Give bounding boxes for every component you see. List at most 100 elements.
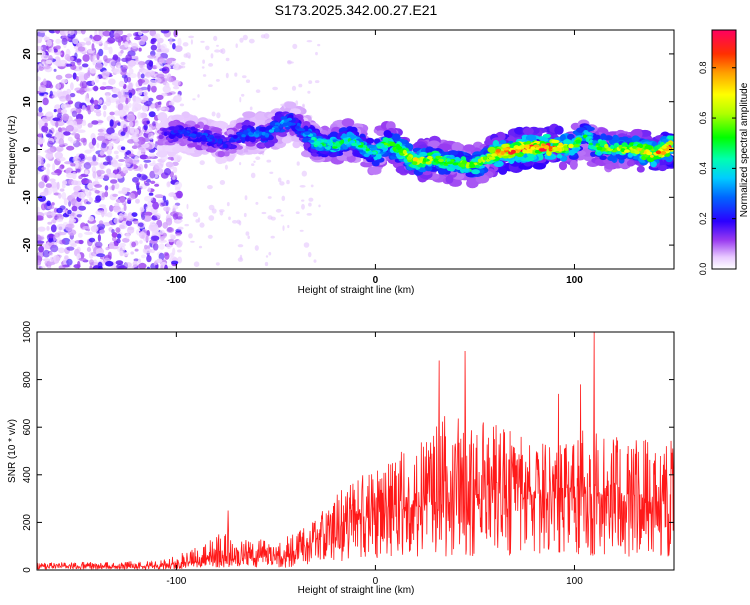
spectrogram-cell [143, 91, 148, 97]
spectrogram-cell [63, 197, 68, 206]
spectrogram-cell [166, 227, 175, 233]
spectrogram-cell [198, 245, 203, 249]
spectrogram-cell [37, 226, 46, 232]
spectrogram-cell [129, 73, 137, 79]
spectrogram-cell [104, 185, 109, 191]
spectrogram-cell [76, 137, 81, 142]
spectrogram-cell [37, 250, 45, 258]
spectrogram-cell [89, 68, 97, 74]
spectrogram-cell [154, 33, 161, 40]
spectrogram-cell [217, 140, 223, 144]
spectrogram-cell [118, 213, 124, 221]
spectrogram-cell [202, 124, 210, 131]
spectrogram-cell [42, 97, 49, 106]
y-tick-label: 400 [22, 466, 33, 483]
spectrogram-cell [67, 136, 73, 142]
spectrogram-cell [111, 232, 118, 238]
spectrogram-cell [425, 146, 434, 154]
spectrogram-cell [657, 164, 668, 172]
spectrogram-cell [91, 137, 97, 146]
spectrogram-cell [65, 124, 74, 132]
spectrogram-cell [243, 212, 247, 218]
spectrogram-cell [210, 53, 214, 59]
spectrogram-cell [522, 149, 527, 154]
spectrogram-cell [225, 57, 230, 62]
spectrogram-cell [563, 145, 568, 149]
spectrogram-cell [99, 150, 105, 156]
spectrogram-cell [58, 127, 62, 133]
spectrogram-cell [134, 36, 142, 41]
spectrogram-cell [66, 145, 75, 151]
spectrogram-cell [320, 139, 325, 143]
spectrogram-cell [95, 248, 104, 256]
colorbar: 0.0 0.2 0.4 0.6 0.8 Normalized spectral ampl… [698, 29, 750, 275]
colorbar-label: Normalized spectral amplitude [739, 82, 750, 217]
spectrogram-cell [134, 248, 139, 252]
spectrogram-cell [222, 143, 228, 149]
spectrogram-cell [192, 211, 199, 218]
spectrogram-cell [122, 166, 129, 174]
spectrogram-cell [169, 37, 173, 45]
spectrogram-cell [53, 48, 58, 53]
spectrogram-cell [94, 176, 99, 183]
spectrogram-cell [110, 59, 116, 67]
spectrogram-cell [438, 158, 444, 163]
spectrogram-cell [569, 159, 578, 170]
spectrogram-cell [156, 73, 165, 79]
spectrogram-cell [270, 235, 275, 239]
spectrogram-cell [172, 213, 179, 220]
spectrogram-cell [119, 68, 127, 76]
spectrogram-cell [124, 41, 129, 48]
spectrogram-cell [516, 146, 522, 150]
spectrogram-cell [75, 168, 81, 172]
spectrogram-cell [45, 59, 53, 64]
spectrogram-cell [46, 261, 56, 266]
spectrogram-cell [585, 137, 590, 142]
spectrogram-cell [260, 134, 266, 139]
spectrogram-cell [119, 223, 127, 230]
spectrogram-cell [87, 182, 94, 190]
spectrogram-cell [225, 72, 229, 79]
spectrogram-cell [176, 219, 183, 223]
spectrogram-cell [128, 192, 136, 200]
spectrogram-cell [91, 120, 99, 125]
spectrogram-cell [242, 34, 248, 41]
spectrogram-cell [307, 251, 312, 258]
spectrogram-cell [48, 47, 53, 53]
spectrogram-cell [55, 45, 61, 50]
spectrogram-cell [624, 149, 630, 153]
spectrogram-cell [329, 131, 339, 139]
spectrogram-cell [165, 161, 174, 168]
spectrogram-cell [164, 74, 168, 82]
x-tick-label: -100 [166, 576, 186, 587]
spectrogram-cell [141, 212, 146, 220]
spectrogram-cell [76, 214, 83, 218]
spectrogram-cell [144, 211, 153, 217]
spectrogram-cell [61, 109, 68, 114]
spectrogram-cell [281, 195, 286, 201]
spectrogram-cell [242, 111, 256, 118]
spectrogram-cell [116, 233, 122, 239]
spectrogram-cell [40, 62, 48, 68]
spectrogram-cell [351, 142, 358, 147]
spectrogram-cell [37, 206, 40, 213]
colorbar-tick-label: 0.8 [698, 61, 708, 74]
spectrogram-cell [150, 103, 156, 109]
spectrogram-cell [52, 187, 58, 195]
spectrogram-cell [105, 94, 110, 101]
spectrogram-cell [118, 80, 125, 87]
spectrogram-cell [255, 89, 261, 93]
spectrogram-cell [315, 51, 318, 56]
spectrogram-cell [37, 236, 45, 241]
spectrogram-cell [139, 206, 145, 213]
spectrogram-cell [389, 141, 396, 147]
spectrogram-cell [126, 36, 130, 42]
spectrogram-cell [99, 229, 105, 235]
spectrogram-cell [138, 60, 144, 69]
spectrogram-cell [402, 149, 407, 155]
spectrogram-cell [558, 142, 563, 147]
spectrogram-cell [236, 133, 241, 138]
spectrogram-cell [45, 183, 52, 189]
spectrogram-cell [38, 106, 43, 113]
y-tick-label: 600 [22, 418, 33, 435]
